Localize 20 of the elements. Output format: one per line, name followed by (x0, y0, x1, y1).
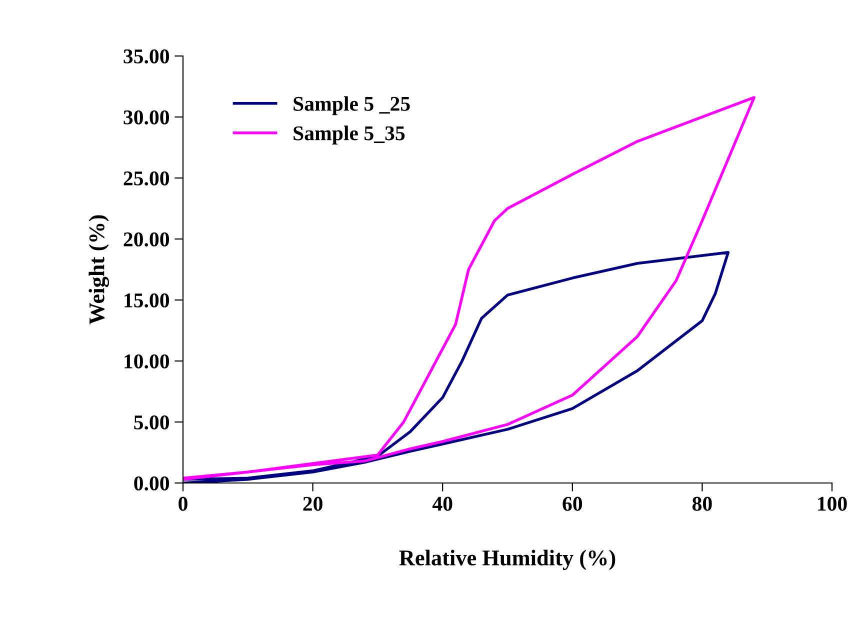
x-tick-label: 60 (562, 496, 582, 511)
line-series (183, 96, 756, 481)
y-tick-label: 15.00 (124, 293, 170, 308)
y-axis-title: Weight (%) (88, 215, 110, 324)
y-tick-label: 20.00 (124, 232, 170, 247)
line-series (183, 251, 730, 483)
y-tick-label: 30.00 (124, 110, 170, 125)
legend-label: Sample 5_35 (294, 126, 405, 145)
x-tick-label: 40 (432, 496, 452, 511)
y-tick-label: 35.00 (124, 49, 170, 64)
y-tick-label: 5.00 (134, 415, 170, 430)
x-axis-title: Relative Humidity (%) (399, 550, 616, 570)
x-tick-label: 100 (818, 496, 847, 511)
legend-label: Sample 5 _25 (294, 96, 410, 116)
y-tick-label: 25.00 (124, 171, 170, 186)
x-tick-label: 20 (303, 496, 322, 511)
x-tick-label: 80 (692, 496, 712, 511)
y-tick-label: 10.00 (124, 354, 170, 369)
y-tick-label: 0.00 (134, 476, 170, 491)
x-tick-label: 0 (178, 496, 188, 511)
